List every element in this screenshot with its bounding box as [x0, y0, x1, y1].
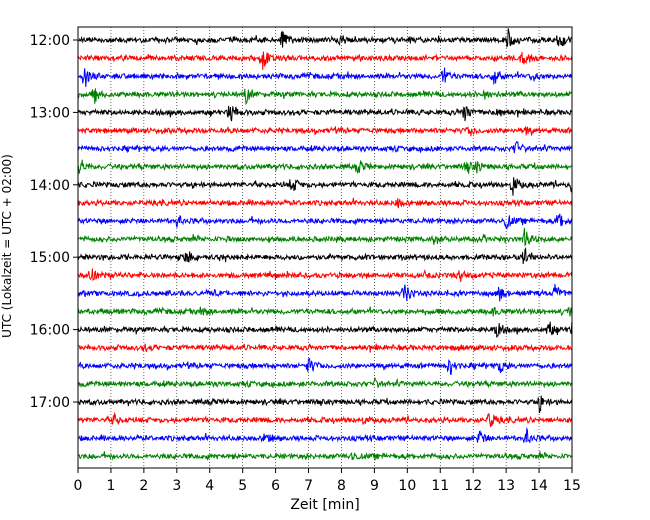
x-tick-label: 7: [304, 478, 313, 494]
x-tick-label: 0: [74, 478, 83, 494]
seismic-trace: [77, 213, 573, 230]
y-tick-label: 16:00: [30, 323, 70, 339]
y-tick-label: 13:00: [30, 105, 70, 121]
seismic-trace: [77, 411, 572, 428]
x-axis-ticks: 0 1 2 3 4 5 6 7 8 9 10 11 12 13 14 15: [74, 468, 581, 494]
x-axis-label: Zeit [min]: [290, 497, 359, 513]
seismic-trace: [78, 395, 573, 414]
seismic-trace: [77, 51, 573, 70]
x-tick-label: 11: [431, 478, 449, 494]
seismic-trace: [77, 343, 573, 353]
x-tick-label: 13: [497, 478, 515, 494]
x-tick-label: 12: [464, 478, 482, 494]
seismic-trace: [77, 358, 573, 375]
x-tick-label: 4: [205, 478, 214, 494]
seismic-trace: [77, 268, 573, 283]
x-tick-label: 9: [370, 478, 379, 494]
seismic-trace: [78, 105, 573, 122]
y-tick-label: 14:00: [30, 178, 70, 194]
seismic-traces: [77, 28, 573, 461]
x-tick-label: 15: [563, 478, 581, 494]
y-axis-label: UTC (Lokalzeit = UTC + 02:00): [0, 154, 14, 338]
seismic-trace: [77, 227, 573, 247]
y-axis-ticks: 12:00 13:00 14:00 15:00 16:00 17:00: [30, 33, 78, 411]
x-tick-label: 10: [398, 478, 416, 494]
x-tick-label: 14: [530, 478, 548, 494]
seismic-trace: [77, 126, 573, 137]
x-tick-label: 2: [139, 478, 148, 494]
seismic-trace: [77, 88, 573, 106]
seismic-trace: [77, 141, 573, 154]
seismic-trace: [77, 426, 573, 443]
plot-frame: [77, 26, 573, 469]
seismic-trace: [77, 246, 573, 265]
seismic-trace: [77, 321, 573, 338]
seismic-trace: [77, 159, 572, 174]
seismic-trace: [77, 177, 573, 196]
x-tick-label: 5: [238, 478, 247, 494]
x-tick-label: 3: [172, 478, 181, 494]
x-tick-label: 8: [337, 478, 346, 494]
seismic-trace: [77, 67, 572, 88]
seismic-trace: [77, 376, 573, 389]
seismic-trace: [77, 28, 572, 49]
y-tick-label: 15:00: [30, 250, 70, 266]
y-tick-label: 17:00: [30, 395, 70, 411]
seismic-trace: [77, 451, 573, 461]
y-tick-label: 12:00: [30, 33, 70, 49]
seismic-trace: [77, 283, 573, 302]
x-tick-label: 6: [271, 478, 280, 494]
seismic-trace: [77, 306, 573, 317]
seismic-trace: [77, 197, 573, 209]
x-tick-label: 1: [106, 478, 115, 494]
